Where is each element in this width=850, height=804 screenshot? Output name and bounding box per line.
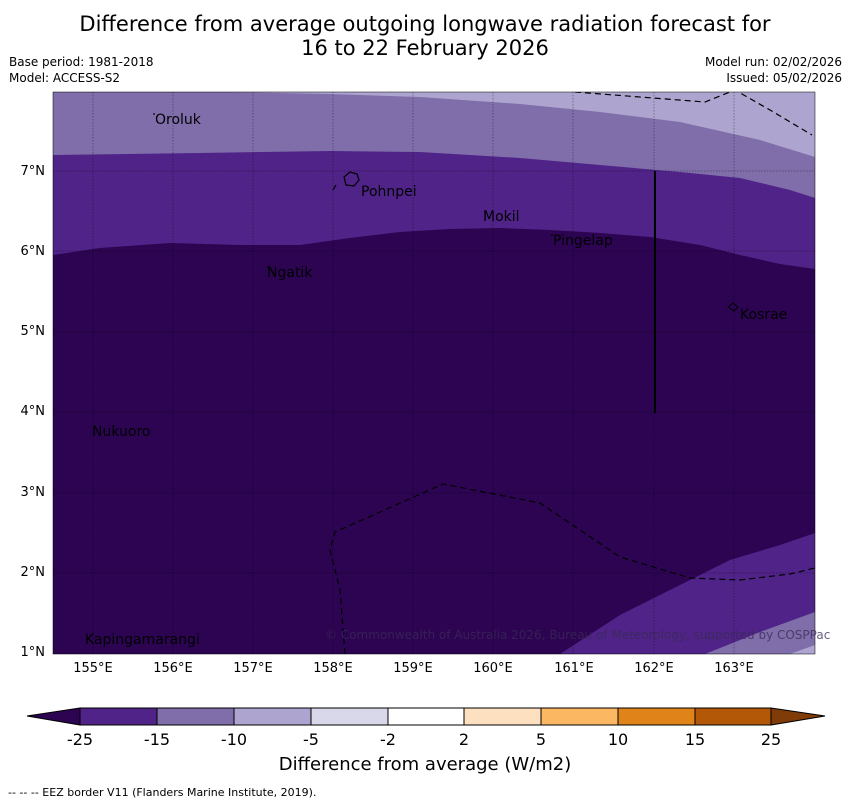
colorbar-segment [463,707,542,726]
colorbar-segment [540,707,619,726]
lon-label-157e: 157°E [233,661,273,676]
colorbar-segment [79,707,158,726]
lon-label-161e: 161°E [554,661,594,676]
lon-label-163e: 163°E [714,661,754,676]
copyright-notice: © Commonwealth of Australia 2026, Bureau… [325,628,831,642]
eez-border-south [329,483,815,654]
eez-borders [329,92,815,654]
lat-label-5n: 5°N [20,324,46,339]
eez-legend-note: -- -- -- EEZ border V11 (Flanders Marine… [8,786,317,799]
meta-right: Model run: 02/02/2026 Issued: 05/02/2026 [705,54,842,86]
map-frame [52,91,816,655]
colorbar-under-arrow [26,707,81,726]
place-mokil: Mokil [483,209,520,225]
lat-label-3n: 3°N [20,485,46,500]
colorbar-label: Difference from average (W/m2) [278,754,572,775]
lat-label-7n: 7°N [20,164,46,179]
colorbar-tick: 10 [607,730,629,749]
colorbar-tick: -15 [143,730,171,749]
colorbar-tick: -2 [380,730,396,749]
band-lower-minus15 [560,533,815,654]
model-name: Model: ACCESS-S2 [9,71,121,85]
lat-label-4n: 4°N [20,404,46,419]
colorbar-tick: 2 [458,730,470,749]
colorbar-tick: 15 [684,730,706,749]
meta-left: Base period: 1981-2018 Model: ACCESS-S2 [9,54,154,86]
band-lower-minus5 [790,645,815,654]
lon-label-162e: 162°E [634,661,674,676]
colorbar-segment [694,707,772,726]
colorbar-segment [233,707,312,726]
island-dots [153,113,553,268]
colorbar-segment [156,707,235,726]
colorbar [26,707,826,726]
map-title: Difference from average outgoing longwav… [0,12,850,60]
colorbar-tick: 25 [760,730,782,749]
model-run: Model run: 02/02/2026 [704,55,842,69]
title-line-2: 16 to 22 February 2026 [301,36,549,60]
map-area [53,92,815,654]
issued-date: Issued: 05/02/2026 [726,71,842,85]
colorbar-tick: -5 [303,730,319,749]
lat-label-1n: 1°N [20,645,46,660]
lon-label-160e: 160°E [473,661,513,676]
colorbar-tick: 5 [535,730,547,749]
band-lower-minus10 [705,612,815,654]
lon-label-155e: 155°E [73,661,113,676]
place-pingelap: Pingelap [553,233,613,249]
lon-label-159e: 159°E [393,661,433,676]
place-kosrae: Kosrae [740,307,788,323]
lon-label-156e: 156°E [153,661,193,676]
lat-label-6n: 6°N [20,244,46,259]
place-nukuoro: Nukuoro [92,424,151,440]
colorbar-over-arrow [770,707,826,726]
title-line-1: Difference from average outgoing longwav… [79,12,771,36]
colorbar-segment [387,707,465,726]
band-minus25 [53,228,815,654]
lat-label-2n: 2°N [20,565,46,580]
pohnpei-island-outline [343,171,360,187]
base-period: Base period: 1981-2018 [9,55,154,69]
colorbar-tick: -10 [220,730,248,749]
colorbar-tick: -25 [66,730,94,749]
colorbar-segment [617,707,696,726]
place-kapingamarangi: Kapingamarangi [85,632,200,648]
place-oroluk: Oroluk [155,112,201,128]
lon-label-158e: 158°E [313,661,353,676]
place-pohnpei: Pohnpei [361,184,417,200]
colorbar-segment [310,707,389,726]
eez-border-pohnpei [332,184,337,191]
place-ngatik: Ngatik [267,265,313,281]
kosrae-island-outline [727,302,739,312]
